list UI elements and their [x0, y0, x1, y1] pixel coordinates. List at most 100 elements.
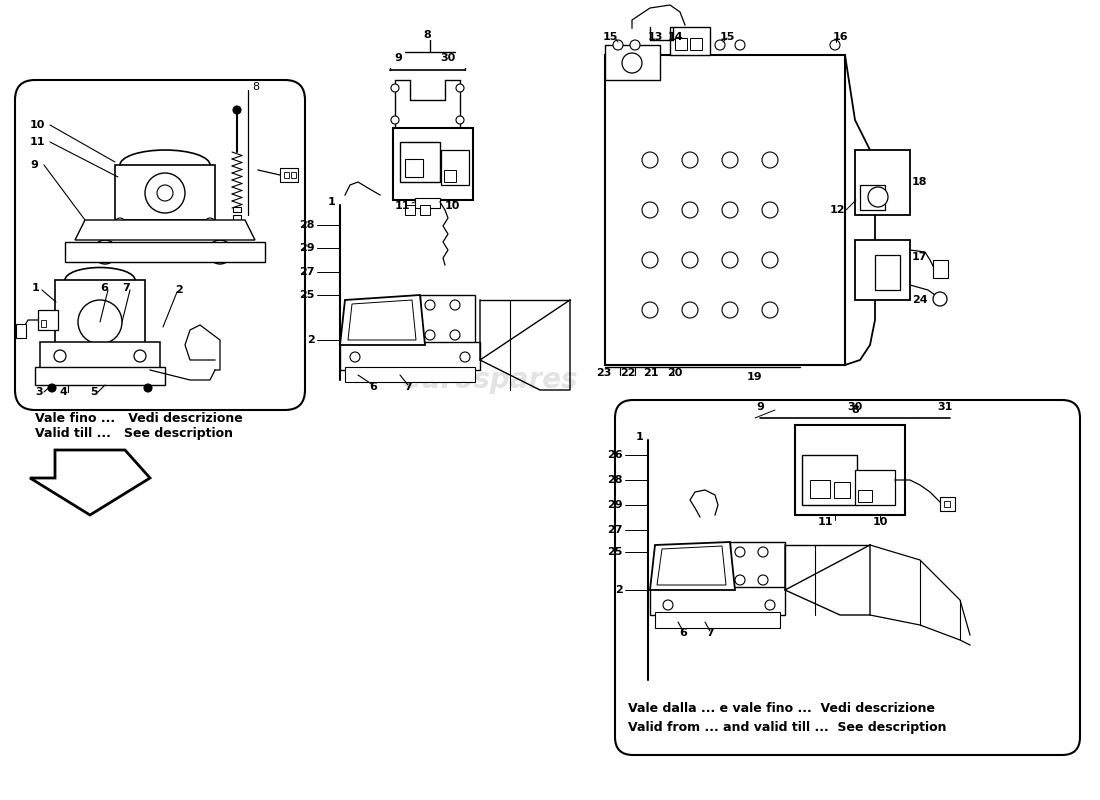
Text: 24: 24 — [912, 295, 927, 305]
Circle shape — [642, 202, 658, 218]
Bar — [858, 490, 872, 502]
Bar — [405, 205, 415, 215]
Circle shape — [722, 202, 738, 218]
Text: 28: 28 — [299, 220, 315, 230]
Bar — [400, 142, 440, 182]
Text: 28: 28 — [607, 475, 623, 485]
Text: eurospares: eurospares — [682, 456, 858, 484]
Bar — [393, 128, 473, 200]
Bar — [944, 501, 950, 507]
FancyBboxPatch shape — [15, 80, 305, 410]
Bar — [605, 45, 660, 80]
Circle shape — [758, 547, 768, 557]
Text: 7: 7 — [122, 283, 130, 293]
Text: 30: 30 — [847, 402, 862, 412]
Text: Vale fino ...   Vedi descrizione: Vale fino ... Vedi descrizione — [35, 411, 243, 425]
Text: 29: 29 — [607, 500, 623, 510]
Bar — [730, 542, 785, 590]
Polygon shape — [657, 546, 726, 585]
Polygon shape — [65, 242, 265, 262]
Polygon shape — [650, 542, 735, 590]
Circle shape — [830, 40, 840, 50]
Circle shape — [144, 384, 152, 392]
Bar — [233, 207, 241, 212]
Text: 10: 10 — [30, 120, 45, 130]
Text: 19: 19 — [747, 372, 762, 382]
Bar — [855, 240, 910, 300]
Circle shape — [715, 40, 725, 50]
Bar — [802, 455, 857, 505]
Text: 27: 27 — [607, 525, 623, 535]
Bar — [860, 185, 886, 210]
Circle shape — [642, 152, 658, 168]
Circle shape — [205, 218, 214, 228]
Circle shape — [762, 202, 778, 218]
Circle shape — [450, 300, 460, 310]
Text: 7: 7 — [404, 382, 411, 392]
Bar — [874, 255, 900, 290]
Text: 6: 6 — [100, 283, 108, 293]
Circle shape — [682, 252, 698, 268]
Circle shape — [456, 84, 464, 92]
Bar — [405, 159, 424, 177]
Text: 6: 6 — [370, 382, 377, 392]
Text: 9: 9 — [30, 160, 37, 170]
Circle shape — [621, 53, 642, 73]
Circle shape — [764, 600, 776, 610]
Text: 10: 10 — [872, 517, 888, 527]
Circle shape — [762, 152, 778, 168]
Text: 20: 20 — [667, 368, 682, 378]
Text: 27: 27 — [299, 267, 315, 277]
Text: eurospares: eurospares — [403, 366, 578, 394]
Circle shape — [735, 575, 745, 585]
Text: 6: 6 — [679, 628, 686, 638]
Circle shape — [54, 350, 66, 362]
Circle shape — [134, 350, 146, 362]
Bar — [605, 55, 845, 365]
Bar — [795, 425, 905, 515]
Text: 12: 12 — [829, 205, 845, 215]
Text: 8: 8 — [424, 30, 431, 40]
Circle shape — [208, 240, 232, 264]
Bar — [345, 367, 475, 382]
Text: 3: 3 — [35, 387, 43, 397]
Text: eurospares: eurospares — [652, 581, 827, 609]
Text: 23: 23 — [596, 368, 612, 378]
Text: 7: 7 — [706, 628, 714, 638]
Polygon shape — [30, 450, 150, 515]
Text: 2: 2 — [175, 285, 183, 295]
Circle shape — [450, 330, 460, 340]
Bar — [855, 470, 895, 505]
Text: 9: 9 — [756, 402, 763, 412]
Text: 2: 2 — [307, 335, 315, 345]
Circle shape — [682, 152, 698, 168]
Bar — [654, 612, 780, 628]
Circle shape — [94, 240, 117, 264]
Bar — [933, 260, 948, 278]
Circle shape — [735, 547, 745, 557]
Text: 13: 13 — [648, 32, 663, 42]
Circle shape — [350, 352, 360, 362]
Bar — [415, 198, 440, 208]
Text: 5: 5 — [90, 387, 98, 397]
Text: 1: 1 — [32, 283, 40, 293]
Bar — [441, 150, 469, 185]
Bar — [233, 215, 241, 220]
Bar — [284, 172, 289, 178]
Bar — [690, 38, 702, 50]
Circle shape — [613, 40, 623, 50]
Bar — [280, 168, 298, 182]
Bar — [39, 310, 58, 330]
Text: 25: 25 — [607, 547, 623, 557]
Circle shape — [642, 302, 658, 318]
Bar — [55, 280, 145, 345]
Circle shape — [48, 384, 56, 392]
Circle shape — [390, 84, 399, 92]
Bar — [41, 320, 46, 327]
Circle shape — [456, 116, 464, 124]
Text: eurospares: eurospares — [112, 346, 288, 374]
Text: 16: 16 — [833, 32, 848, 42]
Text: 11: 11 — [30, 137, 45, 147]
Polygon shape — [340, 295, 425, 345]
Bar — [810, 480, 830, 498]
